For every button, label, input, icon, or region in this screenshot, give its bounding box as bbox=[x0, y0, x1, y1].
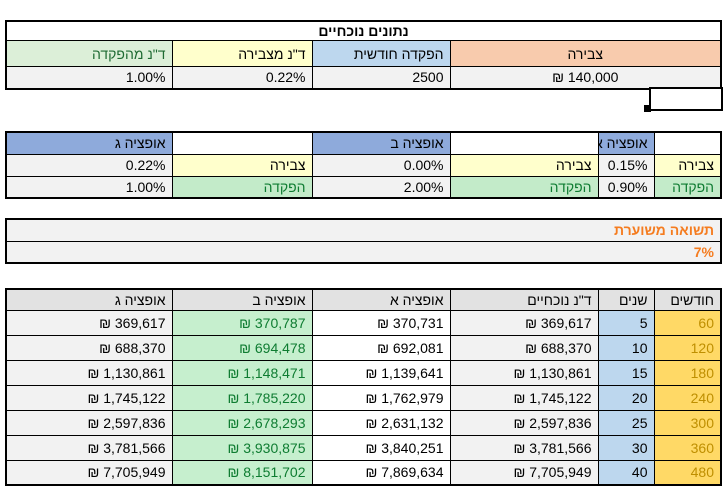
cell-option-c-accumulation[interactable]: 0.22% bbox=[5, 153, 173, 177]
cell-years[interactable]: 15 bbox=[597, 359, 655, 386]
fill-handle[interactable] bbox=[644, 105, 651, 112]
header-option-c: אופציה ג bbox=[5, 131, 173, 155]
cell-monthly-deposit-value[interactable]: 2500 bbox=[311, 66, 451, 89]
cell-option-a[interactable]: ₪ 370,731 bbox=[311, 309, 451, 336]
header-years: שנים bbox=[597, 288, 655, 311]
expected-return-table: תשואה משוערת 7% bbox=[5, 218, 722, 264]
cell-option-b[interactable]: ₪ 1,148,471 bbox=[171, 359, 313, 386]
cell-months[interactable]: 360 bbox=[653, 434, 722, 461]
cell-years[interactable]: 25 bbox=[597, 409, 655, 436]
options-table: אופציה א אופציה ב אופציה ג צבירה 0.15% צ… bbox=[5, 131, 722, 199]
cell-current-fees[interactable]: ₪ 3,781,566 bbox=[449, 434, 599, 461]
current-data-table: נתונים נוכחיים צבירה הפקדה חודשית ד"נ מצ… bbox=[5, 20, 723, 90]
cell-fee-deposit-value[interactable]: 1.00% bbox=[5, 66, 173, 89]
cell-option-c[interactable]: ₪ 7,705,949 bbox=[5, 459, 173, 486]
expected-return-value[interactable]: 7% bbox=[5, 240, 722, 264]
cell-months[interactable]: 180 bbox=[653, 359, 722, 386]
label-deposit-a: הפקדה bbox=[653, 175, 722, 199]
cell-option-c[interactable]: ₪ 1,130,861 bbox=[5, 359, 173, 386]
cell-option-a-deposit[interactable]: 0.90% bbox=[597, 175, 655, 199]
selection-handle-wrap bbox=[644, 87, 719, 112]
cell-option-c[interactable]: ₪ 3,781,566 bbox=[5, 434, 173, 461]
cell-months[interactable]: 480 bbox=[653, 459, 722, 486]
cell-option-c[interactable]: ₪ 688,370 bbox=[5, 334, 173, 361]
header-option-b: אופציה ב bbox=[311, 131, 451, 155]
empty-cell bbox=[171, 131, 313, 155]
cell-option-c-deposit[interactable]: 1.00% bbox=[5, 175, 173, 199]
table-row: 480 40 ₪ 7,705,949 ₪ 7,869,634 ₪ 8,151,702 ₪ … bbox=[5, 459, 722, 486]
cell-option-b[interactable]: ₪ 1,785,220 bbox=[171, 384, 313, 411]
label-deposit-c: הפקדה bbox=[171, 175, 313, 199]
projection-table: חודשים שנים ד"נ נוכחיים אופציה א אופציה … bbox=[5, 288, 722, 486]
cell-current-fees[interactable]: ₪ 369,617 bbox=[449, 309, 599, 336]
cell-option-b-accumulation[interactable]: 0.00% bbox=[311, 153, 451, 177]
cell-option-a[interactable]: ₪ 3,840,251 bbox=[311, 434, 451, 461]
cell-years[interactable]: 5 bbox=[597, 309, 655, 336]
cell-option-b[interactable]: ₪ 694,478 bbox=[171, 334, 313, 361]
cell-months[interactable]: 60 bbox=[653, 309, 722, 336]
cell-years[interactable]: 20 bbox=[597, 384, 655, 411]
selection-box[interactable] bbox=[649, 87, 723, 111]
table-row: 240 20 ₪ 1,745,122 ₪ 1,762,979 ₪ 1,785,220 ₪ … bbox=[5, 384, 722, 411]
cell-current-fees[interactable]: ₪ 2,597,836 bbox=[449, 409, 599, 436]
cell-option-c[interactable]: ₪ 1,745,122 bbox=[5, 384, 173, 411]
cell-option-b-deposit[interactable]: 2.00% bbox=[311, 175, 451, 199]
header-monthly-deposit: הפקדה חודשית bbox=[311, 40, 451, 67]
empty-cell bbox=[653, 131, 722, 155]
cell-option-a[interactable]: ₪ 692,081 bbox=[311, 334, 451, 361]
table-row: 120 10 ₪ 688,370 ₪ 692,081 ₪ 694,478 ₪ 688,37… bbox=[5, 334, 722, 361]
cell-option-b[interactable]: ₪ 3,930,875 bbox=[171, 434, 313, 461]
header-option-a: אופציה א bbox=[597, 131, 655, 155]
cell-option-c[interactable]: ₪ 369,617 bbox=[5, 309, 173, 336]
cell-fee-accumulation-value[interactable]: 0.22% bbox=[171, 66, 313, 89]
cell-months[interactable]: 300 bbox=[653, 409, 722, 436]
header-current-fees: ד"נ נוכחיים bbox=[449, 288, 599, 311]
table-row: 360 30 ₪ 3,781,566 ₪ 3,840,251 ₪ 3,930,875 ₪ … bbox=[5, 434, 722, 461]
cell-months[interactable]: 120 bbox=[653, 334, 722, 361]
header-proj-option-c: אופציה ג bbox=[5, 288, 173, 311]
header-proj-option-b: אופציה ב bbox=[171, 288, 313, 311]
table-row: 180 15 ₪ 1,130,861 ₪ 1,139,641 ₪ 1,148,471 ₪ … bbox=[5, 359, 722, 386]
cell-option-b[interactable]: ₪ 370,787 bbox=[171, 309, 313, 336]
cell-option-a[interactable]: ₪ 1,139,641 bbox=[311, 359, 451, 386]
label-accumulation-c: צבירה bbox=[171, 153, 313, 177]
cell-years[interactable]: 30 bbox=[597, 434, 655, 461]
header-fee-from-deposit: ד"נ מהפקדה bbox=[5, 40, 173, 67]
current-data-title: נתונים נוכחיים bbox=[5, 20, 722, 41]
header-proj-option-a: אופציה א bbox=[311, 288, 451, 311]
header-months: חודשים bbox=[653, 288, 722, 311]
label-accumulation-b: צבירה bbox=[449, 153, 599, 177]
table-row: 300 25 ₪ 2,597,836 ₪ 2,631,132 ₪ 2,678,293 ₪ … bbox=[5, 409, 722, 436]
header-accumulation: צבירה bbox=[449, 40, 722, 67]
header-fee-from-accumulation: ד"נ מצבירה bbox=[171, 40, 313, 67]
label-deposit-b: הפקדה bbox=[449, 175, 599, 199]
label-accumulation-a: צבירה bbox=[653, 153, 722, 177]
cell-option-b[interactable]: ₪ 2,678,293 bbox=[171, 409, 313, 436]
cell-option-a-accumulation[interactable]: 0.15% bbox=[597, 153, 655, 177]
cell-months[interactable]: 240 bbox=[653, 384, 722, 411]
cell-years[interactable]: 40 bbox=[597, 459, 655, 486]
cell-current-fees[interactable]: ₪ 688,370 bbox=[449, 334, 599, 361]
cell-option-b[interactable]: ₪ 8,151,702 bbox=[171, 459, 313, 486]
cell-current-fees[interactable]: ₪ 1,745,122 bbox=[449, 384, 599, 411]
cell-option-a[interactable]: ₪ 1,762,979 bbox=[311, 384, 451, 411]
cell-option-a[interactable]: ₪ 2,631,132 bbox=[311, 409, 451, 436]
cell-option-a[interactable]: ₪ 7,869,634 bbox=[311, 459, 451, 486]
empty-cell bbox=[449, 131, 599, 155]
table-row: 60 5 ₪ 369,617 ₪ 370,731 ₪ 370,787 ₪ 369,617 bbox=[5, 309, 722, 336]
cell-accumulation-value[interactable]: ₪ 140,000 bbox=[449, 66, 722, 89]
cell-option-c[interactable]: ₪ 2,597,836 bbox=[5, 409, 173, 436]
cell-current-fees[interactable]: ₪ 7,705,949 bbox=[449, 459, 599, 486]
cell-years[interactable]: 10 bbox=[597, 334, 655, 361]
expected-return-title: תשואה משוערת bbox=[5, 218, 722, 242]
cell-current-fees[interactable]: ₪ 1,130,861 bbox=[449, 359, 599, 386]
